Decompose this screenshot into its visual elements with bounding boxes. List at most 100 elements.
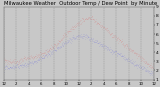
Point xyxy=(25,66,28,68)
Point xyxy=(126,58,129,59)
Point xyxy=(26,64,28,65)
Point xyxy=(29,55,32,57)
Point xyxy=(32,61,35,62)
Point xyxy=(132,50,134,51)
Point xyxy=(56,48,58,49)
Point xyxy=(59,40,61,42)
Point xyxy=(60,42,63,44)
Point xyxy=(126,46,129,47)
Point xyxy=(109,47,112,48)
Point xyxy=(127,57,129,58)
Point xyxy=(35,56,38,57)
Point xyxy=(96,22,98,23)
Point xyxy=(110,51,112,53)
Point xyxy=(123,57,126,58)
Point xyxy=(144,62,146,63)
Point xyxy=(93,21,96,22)
Point xyxy=(128,48,130,49)
Point xyxy=(101,29,104,30)
Point xyxy=(128,59,130,60)
Point xyxy=(82,19,84,20)
Point xyxy=(24,56,27,58)
Point xyxy=(4,66,6,68)
Point xyxy=(130,60,132,61)
Point xyxy=(132,51,134,52)
Point xyxy=(102,26,105,27)
Point xyxy=(52,44,55,45)
Point xyxy=(13,61,16,62)
Point xyxy=(8,68,10,69)
Point xyxy=(123,44,126,46)
Point xyxy=(28,63,31,64)
Point xyxy=(13,58,15,60)
Point xyxy=(87,17,90,18)
Point xyxy=(142,59,145,60)
Point xyxy=(136,56,139,57)
Point xyxy=(20,65,22,66)
Point xyxy=(113,51,116,52)
Point xyxy=(21,58,24,60)
Point xyxy=(34,61,36,63)
Point xyxy=(110,52,112,53)
Point xyxy=(131,49,133,50)
Point xyxy=(87,36,90,37)
Point xyxy=(71,36,74,38)
Point xyxy=(104,28,106,30)
Point xyxy=(88,40,91,41)
Point xyxy=(143,61,146,62)
Point xyxy=(115,50,117,52)
Point xyxy=(79,35,82,36)
Text: Milwaukee Weather  Outdoor Temp / Dew Point  by Minute  (24 Hours) (Alternate): Milwaukee Weather Outdoor Temp / Dew Poi… xyxy=(4,1,160,6)
Point xyxy=(21,60,23,62)
Point xyxy=(19,64,21,66)
Point xyxy=(22,64,25,65)
Point xyxy=(12,60,15,62)
Point xyxy=(11,67,13,68)
Point xyxy=(109,33,112,35)
Point xyxy=(139,58,142,59)
Point xyxy=(6,67,9,68)
Point xyxy=(16,66,19,68)
Point xyxy=(15,62,17,63)
Point xyxy=(144,70,146,72)
Point xyxy=(23,57,25,58)
Point xyxy=(59,45,62,47)
Point xyxy=(24,63,26,64)
Point xyxy=(112,35,115,37)
Point xyxy=(72,37,74,38)
Point xyxy=(45,53,47,54)
Point xyxy=(89,18,91,20)
Point xyxy=(98,23,101,25)
Point xyxy=(134,64,137,65)
Point xyxy=(136,53,138,54)
Point xyxy=(90,16,92,18)
Point xyxy=(123,54,125,56)
Point xyxy=(42,52,45,54)
Point xyxy=(31,61,33,63)
Point xyxy=(79,20,82,21)
Point xyxy=(11,67,14,68)
Point xyxy=(107,29,110,30)
Point xyxy=(124,46,127,47)
Point xyxy=(35,60,38,61)
Point xyxy=(141,69,143,70)
Point xyxy=(20,58,22,59)
Point xyxy=(18,67,21,68)
Point xyxy=(133,60,136,62)
Point xyxy=(12,68,15,69)
Point xyxy=(48,49,50,51)
Point xyxy=(68,30,70,32)
Point xyxy=(33,60,36,62)
Point xyxy=(15,62,18,63)
Point xyxy=(93,40,95,41)
Point xyxy=(26,57,29,59)
Point xyxy=(111,33,113,34)
Point xyxy=(17,63,19,64)
Point xyxy=(52,47,55,48)
Point xyxy=(125,60,128,61)
Point xyxy=(76,35,78,37)
Point xyxy=(86,35,88,37)
Point xyxy=(145,60,147,61)
Point xyxy=(124,43,127,45)
Point xyxy=(55,49,58,50)
